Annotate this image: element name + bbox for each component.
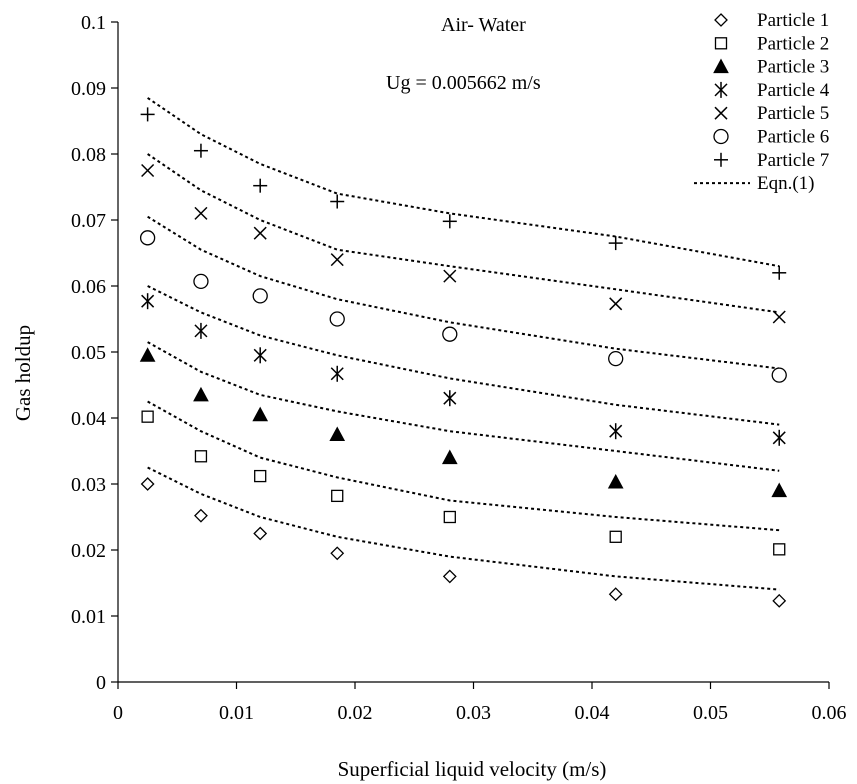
point-particle-5 xyxy=(194,206,208,220)
point-particle-2 xyxy=(194,450,208,463)
x-tick-label: 0.06 xyxy=(812,702,847,724)
x-axis-title: Superficial liquid velocity (m/s) xyxy=(338,757,607,781)
point-particle-6 xyxy=(193,273,209,290)
point-particle-3 xyxy=(441,449,458,465)
x-tick-label: 0.01 xyxy=(219,702,254,724)
fit-line-4 xyxy=(147,285,780,426)
point-particle-6 xyxy=(139,230,156,246)
point-particle-1 xyxy=(140,477,155,491)
point-particle-4 xyxy=(330,365,344,382)
point-particle-6 xyxy=(608,350,624,367)
point-particle-5 xyxy=(141,163,155,178)
fit-line-7 xyxy=(147,97,780,268)
point-particle-1 xyxy=(253,526,268,541)
y-tick-label: 0.07 xyxy=(71,210,106,232)
point-particle-1 xyxy=(442,569,457,584)
point-particle-2 xyxy=(773,543,786,556)
y-tick-label: 0 xyxy=(96,672,106,694)
point-particle-2 xyxy=(254,469,267,483)
point-particle-2 xyxy=(331,489,344,503)
legend-marker-particle-4 xyxy=(714,81,728,98)
y-tick-label: 0.09 xyxy=(71,78,106,100)
y-tick-label: 0.06 xyxy=(71,276,106,298)
y-tick-label: 0.1 xyxy=(81,12,106,34)
point-particle-6 xyxy=(252,288,268,304)
y-tick-label: 0.04 xyxy=(71,408,106,430)
fit-line-6 xyxy=(147,153,780,314)
legend-label-particle-1: Particle 1 xyxy=(757,10,829,31)
point-particle-5 xyxy=(330,253,344,267)
point-particle-6 xyxy=(329,311,345,327)
x-tick-label: 0.05 xyxy=(693,702,728,724)
point-particle-6 xyxy=(442,326,458,342)
point-particle-2 xyxy=(443,510,456,524)
y-tick-label: 0.05 xyxy=(71,342,106,364)
annotation-ug: Ug = 0.005662 m/s xyxy=(386,72,541,94)
annotation-system: Air- Water xyxy=(441,14,526,36)
point-particle-1 xyxy=(608,587,623,602)
point-particle-3 xyxy=(252,406,269,422)
fit-line-1 xyxy=(147,466,780,591)
point-particle-3 xyxy=(329,426,346,441)
legend-marker-particle-7 xyxy=(714,152,728,167)
x-tick-label: 0 xyxy=(113,702,123,724)
axes: 0 0.01 0.02 0.03 0.04 0.05 0.06 0.07 0.08 0.09 0.1… xyxy=(71,12,847,724)
y-tick-label: 0.02 xyxy=(71,540,106,562)
point-particle-3 xyxy=(139,347,156,362)
point-particle-3 xyxy=(193,386,209,402)
legend-label-particle-5: Particle 5 xyxy=(757,103,829,124)
legend-marker-particle-2 xyxy=(714,37,728,50)
legend-label-particle-3: Particle 3 xyxy=(757,57,829,78)
point-particle-4 xyxy=(141,293,155,310)
point-particle-5 xyxy=(772,310,786,324)
legend-label-particle-6: Particle 6 xyxy=(757,127,829,148)
fit-lines xyxy=(147,97,780,591)
y-tick-label: 0.03 xyxy=(71,474,106,496)
point-particle-4 xyxy=(194,322,208,339)
point-particle-7 xyxy=(140,107,155,122)
legend-label-particle-2: Particle 2 xyxy=(757,33,829,54)
legend-label-particle-4: Particle 4 xyxy=(757,80,830,101)
fit-line-2 xyxy=(147,400,780,532)
point-particle-6 xyxy=(771,367,787,383)
point-particle-5 xyxy=(609,297,623,311)
point-particle-1 xyxy=(330,546,345,561)
legend-marker-particle-5 xyxy=(714,106,728,120)
point-particle-7 xyxy=(193,143,208,158)
point-particle-4 xyxy=(253,347,267,364)
y-axis-title: Gas holdup xyxy=(11,325,35,421)
fit-line-3 xyxy=(147,341,780,472)
x-tick-label: 0.02 xyxy=(338,702,373,724)
point-particle-7 xyxy=(772,265,787,280)
point-particle-4 xyxy=(609,423,623,440)
point-particle-4 xyxy=(443,390,457,407)
fit-line-5 xyxy=(147,215,780,370)
data-markers xyxy=(139,107,788,608)
point-particle-1 xyxy=(194,508,208,523)
x-tick-label: 0.04 xyxy=(575,702,610,724)
point-particle-7 xyxy=(442,214,457,229)
point-particle-7 xyxy=(608,236,623,251)
point-particle-5 xyxy=(443,269,457,283)
y-tick-label: 0.08 xyxy=(71,144,106,166)
point-particle-4 xyxy=(772,429,786,446)
point-particle-5 xyxy=(253,226,267,240)
legend-marker-particle-6 xyxy=(713,128,729,145)
legend-label-fit-line: Eqn.(1) xyxy=(757,173,815,194)
point-particle-2 xyxy=(609,530,622,543)
point-particle-7 xyxy=(253,178,268,193)
legend-marker-particle-3 xyxy=(713,58,729,74)
point-particle-7 xyxy=(330,194,345,209)
legend-label-particle-7: Particle 7 xyxy=(757,150,829,171)
point-particle-3 xyxy=(607,473,624,489)
x-tick-label: 0.03 xyxy=(456,702,491,724)
point-particle-3 xyxy=(771,482,788,498)
point-particle-2 xyxy=(141,410,154,423)
y-tick-label: 0.01 xyxy=(71,606,106,628)
point-particle-1 xyxy=(772,593,787,608)
legend-marker-particle-1 xyxy=(714,13,728,27)
